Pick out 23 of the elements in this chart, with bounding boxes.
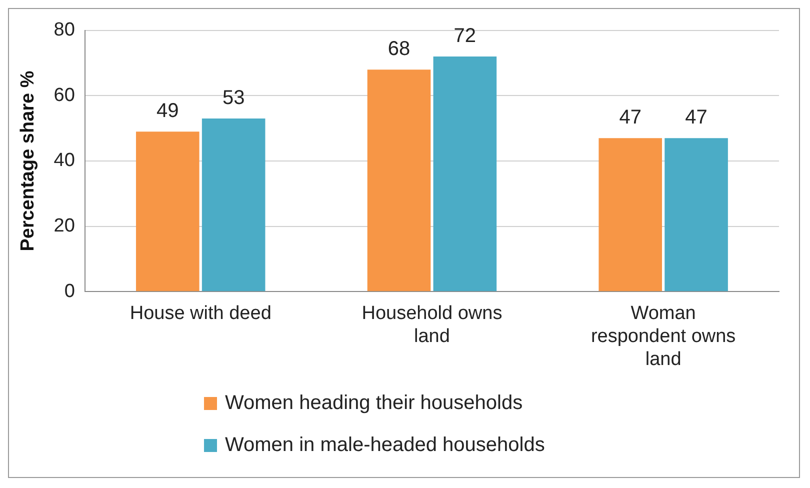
bar bbox=[367, 70, 431, 292]
x-tick-label: Woman respondent owns land bbox=[590, 303, 736, 370]
y-tick-label: 0 bbox=[64, 280, 75, 302]
legend-label: Women heading their households bbox=[225, 392, 523, 414]
bar bbox=[136, 132, 200, 292]
data-label: 47 bbox=[685, 106, 708, 129]
bar bbox=[664, 138, 728, 292]
bar bbox=[202, 118, 266, 292]
data-label: 68 bbox=[388, 38, 410, 60]
y-tick-label: 20 bbox=[54, 216, 75, 237]
bar bbox=[598, 138, 662, 292]
y-tick-label: 60 bbox=[54, 84, 75, 106]
bar bbox=[433, 56, 497, 292]
data-label: 47 bbox=[619, 106, 642, 129]
data-label: 72 bbox=[454, 25, 476, 48]
x-tick-label: Household owns land bbox=[362, 303, 502, 348]
y-tick-label: 40 bbox=[54, 150, 75, 172]
data-label: 53 bbox=[222, 87, 245, 110]
data-label: 49 bbox=[156, 100, 179, 122]
y-tick-label: 80 bbox=[54, 20, 75, 41]
legend-label: Women in male-headed households bbox=[225, 434, 545, 456]
x-tick-label: House with deed bbox=[130, 303, 272, 324]
y-axis-title: Percentage share % bbox=[18, 70, 39, 252]
